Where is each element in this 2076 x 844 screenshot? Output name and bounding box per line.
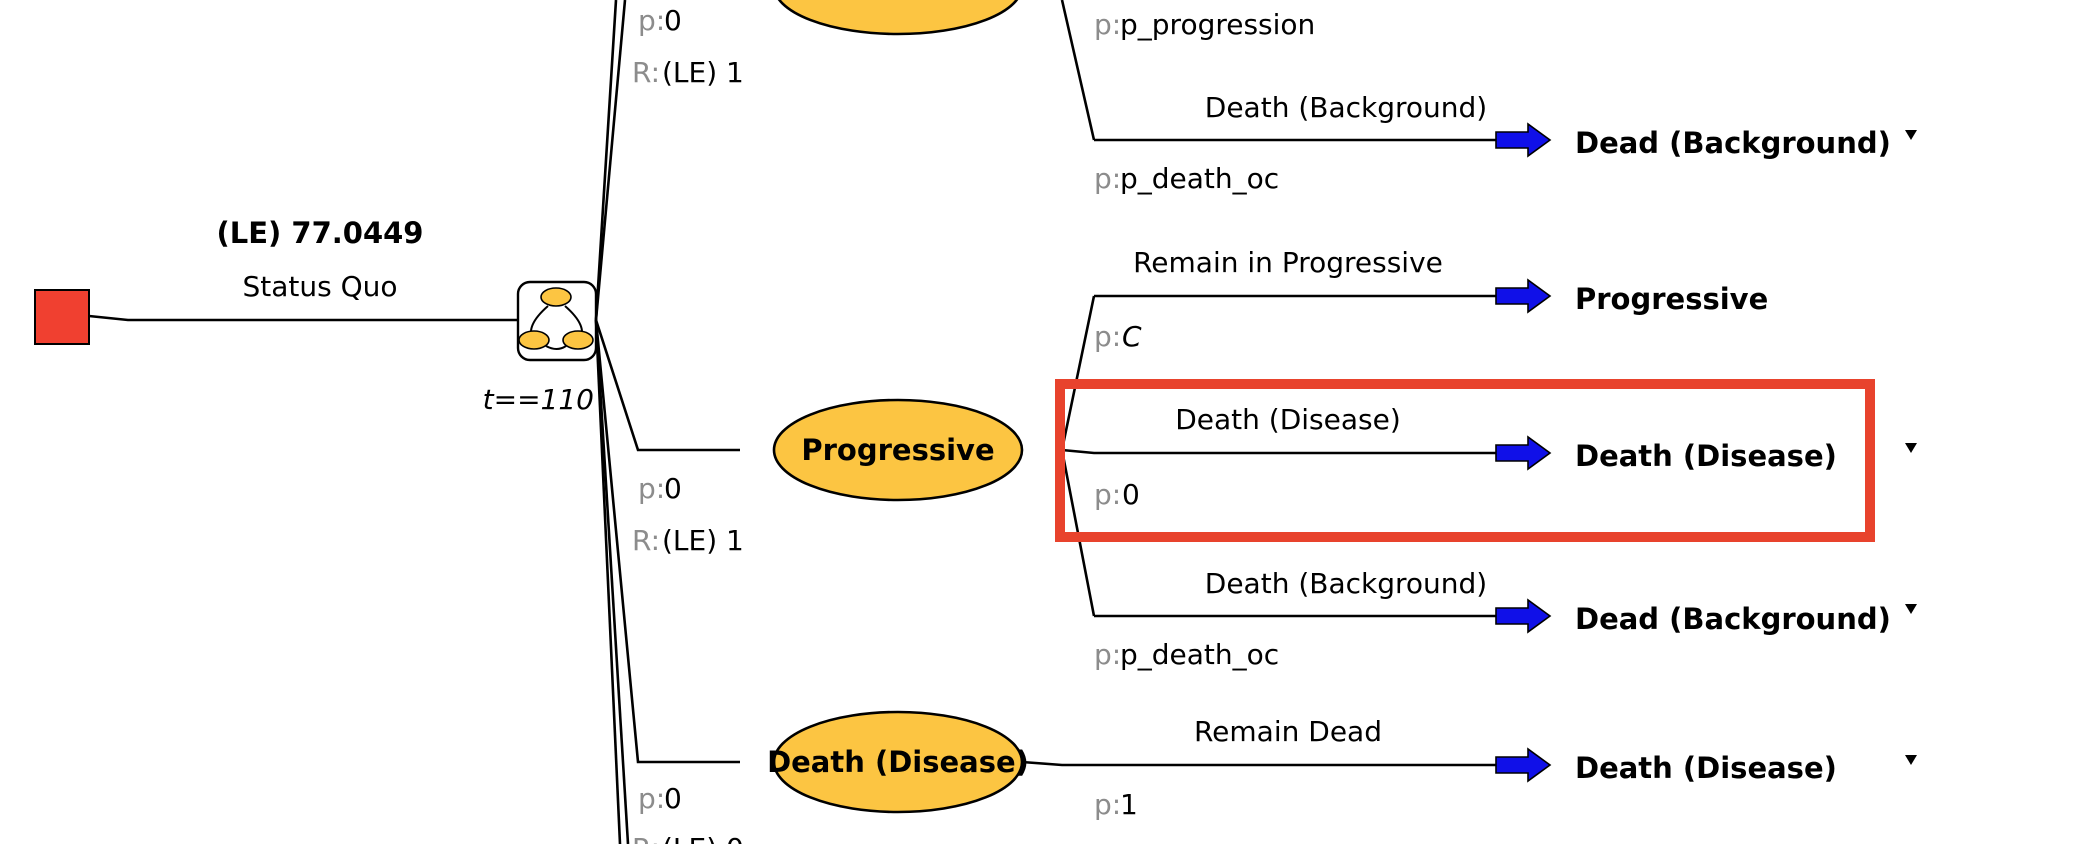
progressive-transitions-fan: [1060, 295, 1096, 617]
remain-dead-target: Death (Disease): [1575, 751, 1837, 785]
decision-node[interactable]: [34, 289, 90, 345]
top-state-r-value: (LE) 1: [662, 56, 744, 89]
state-branch-death-disease: [594, 319, 740, 764]
top-death-background-p-prefix: p:: [1094, 162, 1121, 195]
state-name-progressive: Progressive: [801, 433, 994, 467]
remain-progressive-p-prefix: p:: [1094, 320, 1121, 353]
arrow-right-icon: [1495, 278, 1552, 314]
remain-dead-label: Remain Dead: [1194, 715, 1382, 748]
remain-progressive-target: Progressive: [1575, 282, 1768, 316]
progressive-death-background-p-prefix: p:: [1094, 638, 1121, 671]
top-death-background-p-value: p_death_oc: [1120, 162, 1279, 195]
remain-progressive-p-value: C: [1122, 320, 1142, 353]
arrow-right-icon: [1495, 435, 1552, 471]
arrow-right-icon: [1495, 747, 1552, 783]
state-branch-bottom-2: [594, 319, 622, 844]
arrow-right-icon: [1495, 122, 1552, 158]
remain-progressive-label: Remain in Progressive: [1133, 246, 1443, 279]
triangle-down-icon[interactable]: [1905, 130, 1917, 140]
top-transitions-stem: [1060, 0, 1096, 141]
progressive-death-disease-target: Death (Disease): [1575, 439, 1837, 473]
death-disease-r-value: (LE) 0: [662, 832, 744, 844]
top-state-p-value: 0: [664, 4, 682, 37]
progressive-p-value: 0: [664, 472, 682, 505]
highlight-box: [1055, 379, 1875, 542]
top-state-p-prefix: p:: [638, 4, 665, 37]
arrow-right-icon: [1495, 598, 1552, 634]
triangle-down-icon[interactable]: [1905, 755, 1917, 765]
strategy-label: Status Quo: [242, 270, 397, 303]
progressive-death-background-label: Death (Background): [1205, 567, 1487, 600]
top-death-background-label: Death (Background): [1205, 91, 1487, 124]
triangle-down-icon[interactable]: [1905, 604, 1917, 614]
remain-dead-p-prefix: p:: [1094, 788, 1121, 821]
progressive-death-disease-p-prefix: p:: [1094, 478, 1121, 511]
state-branch-top: [594, 0, 618, 321]
markov-termination-condition: t==110: [483, 383, 594, 416]
death-disease-r-prefix: R:: [632, 832, 660, 844]
state-branch-progressive: [594, 319, 740, 452]
top-progression-p-value: p_progression: [1120, 8, 1315, 41]
state-node-progressive[interactable]: [772, 398, 1024, 502]
progressive-r-value: (LE) 1: [662, 524, 744, 557]
top-progression-p-prefix: p:: [1094, 8, 1121, 41]
progressive-death-disease-label: Death (Disease): [1175, 403, 1401, 436]
top-death-background-target: Dead (Background): [1575, 126, 1891, 160]
death-disease-p-prefix: p:: [638, 782, 665, 815]
decision-value: (LE) 77.0449: [217, 216, 424, 250]
progressive-death-background-p-value: p_death_oc: [1120, 638, 1279, 671]
decision-branch-line: [88, 314, 518, 322]
progressive-death-disease-p-value: 0: [1122, 478, 1140, 511]
triangle-down-icon[interactable]: [1905, 443, 1917, 453]
state-node-top-partial[interactable]: [774, 0, 1022, 36]
markov-node-icon[interactable]: [516, 280, 598, 362]
state-branch-top-2: [594, 0, 627, 321]
top-state-r-prefix: R:: [632, 56, 660, 89]
state-branch-bottom: [594, 319, 630, 844]
progressive-death-background-target: Dead (Background): [1575, 602, 1891, 636]
progressive-r-prefix: R:: [632, 524, 660, 557]
remain-dead-p-value: 1: [1120, 788, 1138, 821]
remain-dead-line: [1021, 760, 1498, 767]
death-disease-p-value: 0: [664, 782, 682, 815]
state-name-death-disease: Death (Disease): [767, 745, 1029, 779]
progressive-death-disease-line: [1061, 448, 1498, 455]
progressive-p-prefix: p:: [638, 472, 665, 505]
